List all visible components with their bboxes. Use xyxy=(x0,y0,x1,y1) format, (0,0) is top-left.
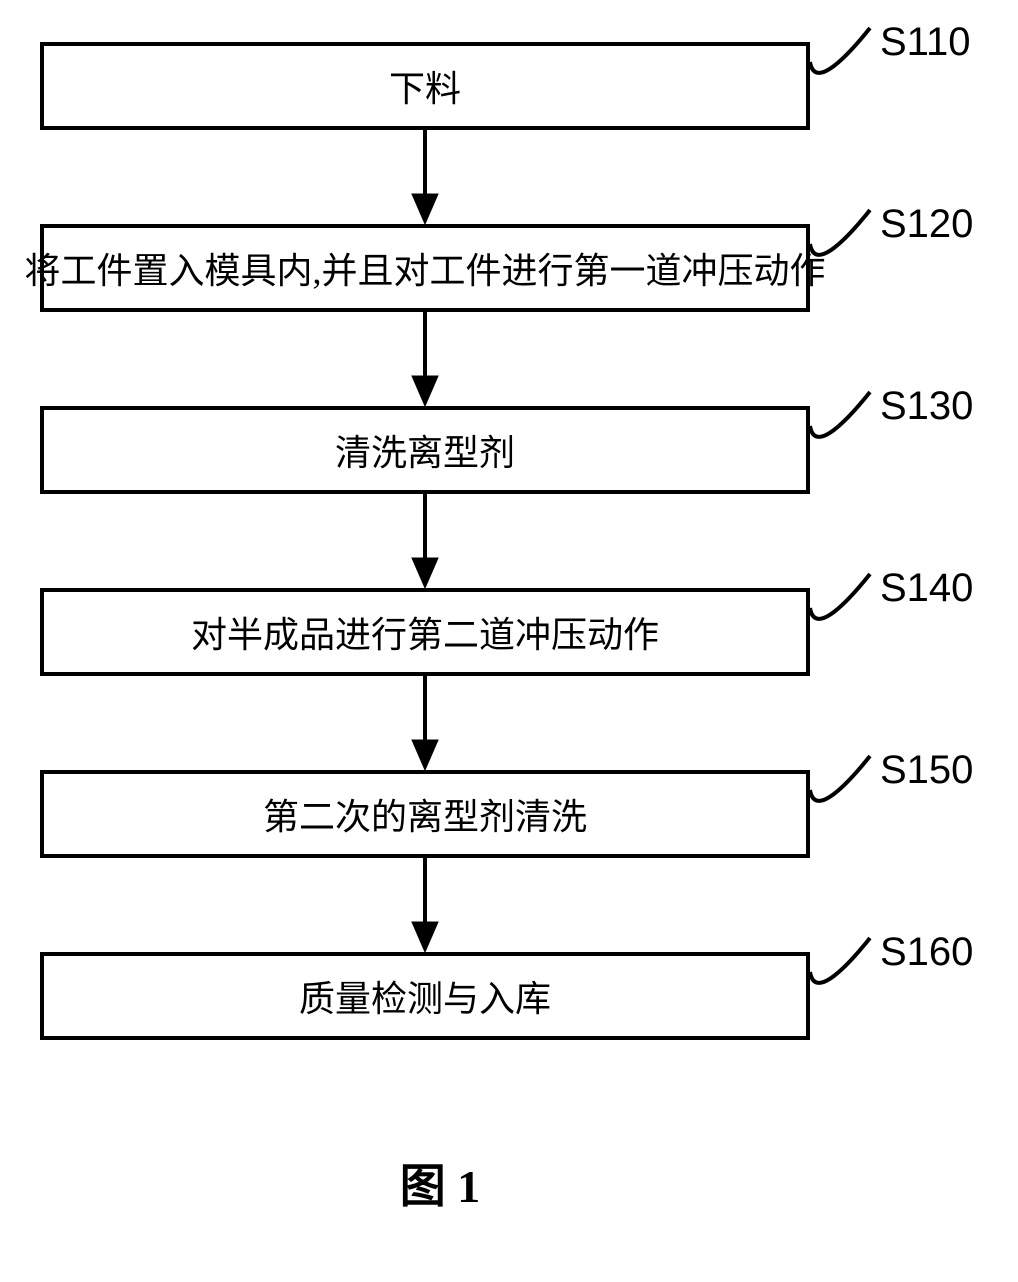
figure-caption: 图 1 xyxy=(380,1150,500,1216)
step-text: 下料 xyxy=(389,60,461,112)
flow-arrow xyxy=(399,858,451,952)
step-label-s150: S150 xyxy=(880,748,973,793)
connector-curve xyxy=(805,205,885,289)
step-text: 将工件置入模具内,并且对工件进行第一道冲压动作 xyxy=(25,242,826,294)
step-text: 对半成品进行第二道冲压动作 xyxy=(191,606,659,658)
step-box-s150: 第二次的离型剂清洗 xyxy=(40,770,810,858)
step-box-s130: 清洗离型剂 xyxy=(40,406,810,494)
step-label-s160: S160 xyxy=(880,930,973,975)
flow-arrow xyxy=(399,130,451,224)
connector-curve xyxy=(805,23,885,107)
step-label-s140: S140 xyxy=(880,566,973,611)
step-text: 质量检测与入库 xyxy=(299,970,551,1022)
step-text: 清洗离型剂 xyxy=(335,424,515,476)
step-text: 第二次的离型剂清洗 xyxy=(263,788,587,840)
flow-arrow xyxy=(399,494,451,588)
flowchart-canvas: 下料 S110 将工件置入模具内,并且对工件进行第一道冲压动作 S120 清洗离型剂 S1… xyxy=(0,0,1018,1282)
step-box-s140: 对半成品进行第二道冲压动作 xyxy=(40,588,810,676)
step-box-s120: 将工件置入模具内,并且对工件进行第一道冲压动作 xyxy=(40,224,810,312)
connector-curve xyxy=(805,751,885,835)
flow-arrow xyxy=(399,312,451,406)
flow-arrow xyxy=(399,676,451,770)
step-label-s130: S130 xyxy=(880,384,973,429)
connector-curve xyxy=(805,387,885,471)
step-label-s120: S120 xyxy=(880,202,973,247)
step-box-s160: 质量检测与入库 xyxy=(40,952,810,1040)
connector-curve xyxy=(805,933,885,1017)
step-box-s110: 下料 xyxy=(40,42,810,130)
step-label-s110: S110 xyxy=(880,20,970,65)
connector-curve xyxy=(805,569,885,653)
